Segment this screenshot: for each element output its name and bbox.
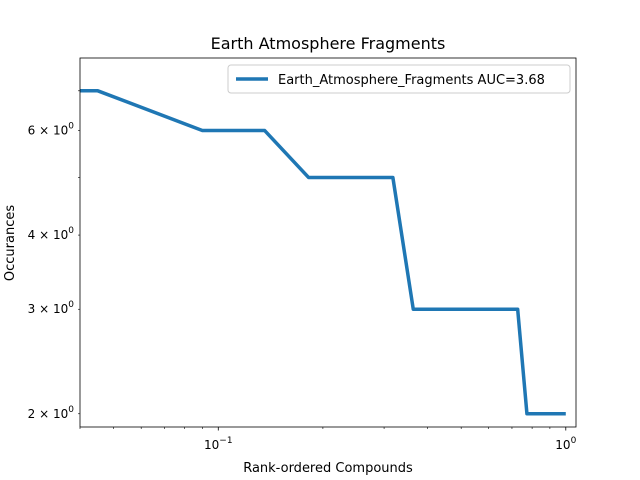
axis-ticks: 10−1 100 2 × 100 3 × 100 4 × 100 6 × 100: [28, 90, 577, 452]
plot-frame: [79, 57, 577, 428]
legend-label: Earth_Atmosphere_Fragments AUC=3.68: [278, 73, 545, 88]
series-line: [80, 89, 566, 416]
y-tick-label: 2 × 100: [28, 405, 75, 421]
y-tick-label: 3 × 100: [28, 300, 75, 316]
legend: Earth_Atmosphere_Fragments AUC=3.68: [227, 64, 571, 94]
x-axis-label: Rank-ordered Compounds: [243, 461, 413, 476]
series-layer: [80, 89, 566, 416]
x-tick-label: 10−1: [204, 436, 233, 452]
y-tick-label: 4 × 100: [28, 226, 75, 242]
chart-title: Earth Atmosphere Fragments: [211, 34, 446, 53]
y-axis-label: Occurances: [3, 205, 18, 281]
x-tick-label: 100: [555, 436, 576, 452]
legend-box: [227, 64, 571, 94]
y-tick-label: 6 × 100: [28, 122, 75, 138]
